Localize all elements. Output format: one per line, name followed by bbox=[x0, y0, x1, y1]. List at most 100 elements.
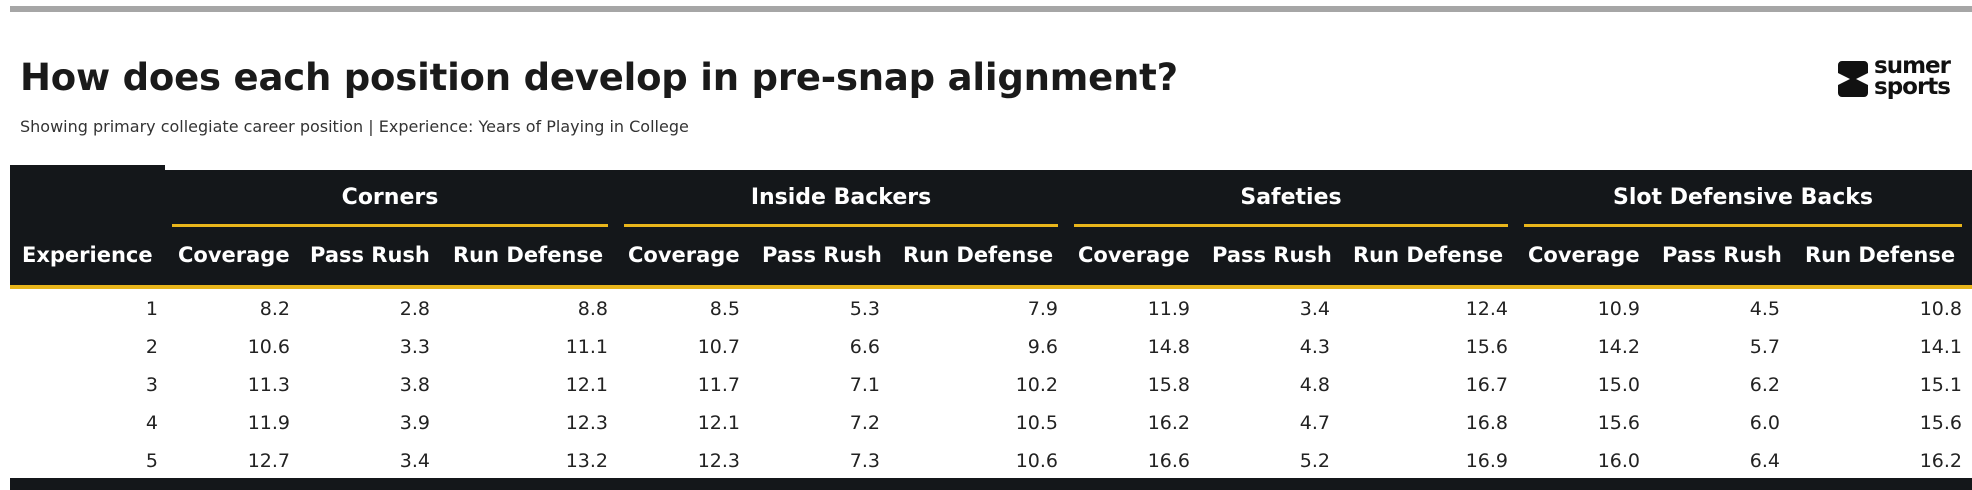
value-cell: 10.6 bbox=[1015, 450, 1058, 472]
table-row: 2 10.6 3.3 11.1 10.7 6.6 9.6 14.8 4.3 15.6 14.2 5.7… bbox=[10, 327, 1972, 365]
value-cell: 8.8 bbox=[577, 298, 608, 320]
value-cell: 16.2 bbox=[1919, 450, 1962, 472]
value-cell: 12.7 bbox=[247, 450, 290, 472]
column-header: Coverage bbox=[1078, 243, 1190, 267]
column-header: Run Defense bbox=[903, 243, 1054, 267]
page-subtitle: Showing primary collegiate career positi… bbox=[20, 117, 689, 136]
table-header bbox=[10, 170, 1972, 285]
header-bottom-rule bbox=[10, 285, 1972, 289]
value-cell: 7.2 bbox=[849, 412, 880, 434]
value-cell: 3.3 bbox=[399, 336, 430, 358]
experience-cell: 3 bbox=[145, 374, 158, 396]
value-cell: 7.1 bbox=[849, 374, 880, 396]
top-rule bbox=[10, 6, 1972, 12]
value-cell: 15.8 bbox=[1147, 374, 1190, 396]
value-cell: 10.5 bbox=[1015, 412, 1058, 434]
column-header: Coverage bbox=[1528, 243, 1640, 267]
value-cell: 14.1 bbox=[1919, 336, 1962, 358]
brand-line-1: sumer bbox=[1874, 53, 1951, 79]
value-cell: 7.9 bbox=[1027, 298, 1058, 320]
group-rule bbox=[1524, 224, 1962, 227]
value-cell: 4.5 bbox=[1749, 298, 1780, 320]
value-cell: 11.7 bbox=[697, 374, 740, 396]
table-footer-bar bbox=[10, 478, 1972, 490]
group-header: Safeties bbox=[1240, 185, 1342, 210]
column-header: Coverage bbox=[628, 243, 740, 267]
value-cell: 10.2 bbox=[1015, 374, 1058, 396]
value-cell: 12.1 bbox=[697, 412, 740, 434]
experience-cell: 1 bbox=[145, 298, 158, 320]
value-cell: 9.6 bbox=[1027, 336, 1058, 358]
table-row: 4 11.9 3.9 12.3 12.1 7.2 10.5 16.2 4.7 16.8 15.6 6.… bbox=[10, 403, 1972, 441]
column-header: Pass Rush bbox=[310, 243, 430, 267]
table-row: 3 11.3 3.8 12.1 11.7 7.1 10.2 15.8 4.8 16.7 15.0 6.… bbox=[10, 365, 1972, 403]
value-cell: 4.8 bbox=[1299, 374, 1330, 396]
value-cell: 15.6 bbox=[1465, 336, 1508, 358]
value-cell: 10.9 bbox=[1597, 298, 1640, 320]
value-cell: 6.0 bbox=[1749, 412, 1780, 434]
value-cell: 3.8 bbox=[399, 374, 430, 396]
group-rule bbox=[172, 224, 608, 227]
value-cell: 11.9 bbox=[247, 412, 290, 434]
value-cell: 6.4 bbox=[1749, 450, 1780, 472]
table-body: 1 8.2 2.8 8.8 8.5 5.3 7.9 11.9 3.4 12.4 10.9 4.5 10.… bbox=[10, 289, 1972, 479]
value-cell: 6.6 bbox=[849, 336, 880, 358]
column-header: Pass Rush bbox=[762, 243, 882, 267]
brand-wordmark: sumer sports bbox=[1874, 53, 1951, 100]
value-cell: 12.1 bbox=[565, 374, 608, 396]
row-header-experience: Experience bbox=[22, 243, 153, 267]
value-cell: 4.3 bbox=[1299, 336, 1330, 358]
value-cell: 5.2 bbox=[1299, 450, 1330, 472]
sumer-logo-icon bbox=[1838, 61, 1868, 97]
value-cell: 8.2 bbox=[259, 298, 290, 320]
value-cell: 2.8 bbox=[399, 298, 430, 320]
value-cell: 16.8 bbox=[1465, 412, 1508, 434]
group-header: Corners bbox=[341, 185, 439, 210]
table-row: 5 12.7 3.4 13.2 12.3 7.3 10.6 16.6 5.2 16.9 16.0 6.… bbox=[10, 441, 1972, 479]
value-cell: 15.6 bbox=[1597, 412, 1640, 434]
value-cell: 3.9 bbox=[399, 412, 430, 434]
page-title: How does each position develop in pre-sn… bbox=[20, 56, 1178, 99]
value-cell: 12.3 bbox=[565, 412, 608, 434]
value-cell: 11.3 bbox=[247, 374, 290, 396]
value-cell: 7.3 bbox=[849, 450, 880, 472]
column-header: Pass Rush bbox=[1212, 243, 1332, 267]
experience-cell: 2 bbox=[145, 336, 158, 358]
group-rule bbox=[624, 224, 1058, 227]
value-cell: 8.5 bbox=[709, 298, 740, 320]
column-header: Run Defense bbox=[1353, 243, 1504, 267]
value-cell: 3.4 bbox=[399, 450, 430, 472]
group-header: Inside Backers bbox=[750, 185, 932, 210]
column-header: Run Defense bbox=[453, 243, 604, 267]
value-cell: 14.8 bbox=[1147, 336, 1190, 358]
group-header: Slot Defensive Backs bbox=[1613, 185, 1873, 210]
column-header: Coverage bbox=[178, 243, 290, 267]
value-cell: 5.7 bbox=[1749, 336, 1780, 358]
value-cell: 4.7 bbox=[1299, 412, 1330, 434]
table-row: 1 8.2 2.8 8.8 8.5 5.3 7.9 11.9 3.4 12.4 10.9 4.5 10.… bbox=[10, 289, 1972, 327]
value-cell: 3.4 bbox=[1299, 298, 1330, 320]
value-cell: 16.0 bbox=[1597, 450, 1640, 472]
brand-line-2: sports bbox=[1874, 74, 1951, 100]
value-cell: 5.3 bbox=[849, 298, 880, 320]
experience-cell: 5 bbox=[145, 450, 158, 472]
value-cell: 6.2 bbox=[1749, 374, 1780, 396]
value-cell: 14.2 bbox=[1597, 336, 1640, 358]
value-cell: 16.7 bbox=[1465, 374, 1508, 396]
value-cell: 11.1 bbox=[565, 336, 608, 358]
value-cell: 15.6 bbox=[1919, 412, 1962, 434]
column-header: Run Defense bbox=[1805, 243, 1956, 267]
value-cell: 16.6 bbox=[1147, 450, 1190, 472]
header-notch bbox=[10, 165, 165, 171]
value-cell: 11.9 bbox=[1147, 298, 1190, 320]
value-cell: 10.6 bbox=[247, 336, 290, 358]
value-cell: 15.1 bbox=[1919, 374, 1962, 396]
value-cell: 13.2 bbox=[565, 450, 608, 472]
value-cell: 16.2 bbox=[1147, 412, 1190, 434]
value-cell: 15.0 bbox=[1597, 374, 1640, 396]
value-cell: 12.4 bbox=[1465, 298, 1508, 320]
value-cell: 16.9 bbox=[1465, 450, 1508, 472]
column-header: Pass Rush bbox=[1662, 243, 1782, 267]
value-cell: 10.7 bbox=[697, 336, 740, 358]
experience-cell: 4 bbox=[145, 412, 158, 434]
